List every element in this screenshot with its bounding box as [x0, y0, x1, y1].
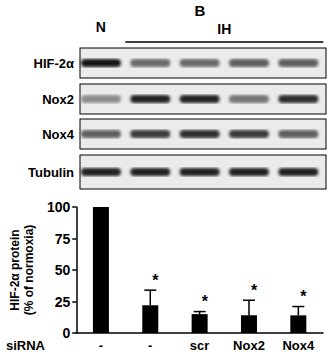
svg-text:N: N: [96, 19, 106, 35]
svg-text:-: -: [148, 338, 152, 353]
svg-text:Nox2: Nox2: [42, 92, 74, 107]
svg-text:0: 0: [62, 325, 70, 341]
svg-text:50: 50: [55, 262, 71, 278]
svg-text:B: B: [195, 2, 206, 19]
svg-text:-: -: [99, 338, 103, 353]
svg-text:*: *: [152, 272, 159, 289]
svg-text:Nox2: Nox2: [233, 338, 265, 353]
svg-text:IH: IH: [217, 21, 231, 37]
svg-text:Tubulin: Tubulin: [28, 165, 74, 180]
svg-text:75: 75: [55, 231, 71, 247]
svg-text:*: *: [202, 293, 209, 310]
svg-text:scr: scr: [190, 338, 210, 353]
svg-text:HIF-2α protein: HIF-2α protein: [8, 229, 22, 310]
svg-text:25: 25: [55, 294, 71, 310]
svg-text:siRNA: siRNA: [6, 338, 46, 353]
svg-text:100: 100: [47, 199, 71, 215]
svg-text:(% of normoxia): (% of normoxia): [22, 225, 36, 316]
svg-text:Nox4: Nox4: [282, 338, 315, 353]
svg-text:HIF-2α: HIF-2α: [34, 56, 75, 71]
svg-text:*: *: [300, 288, 307, 305]
svg-text:Nox4: Nox4: [42, 127, 75, 142]
svg-text:*: *: [251, 282, 258, 299]
